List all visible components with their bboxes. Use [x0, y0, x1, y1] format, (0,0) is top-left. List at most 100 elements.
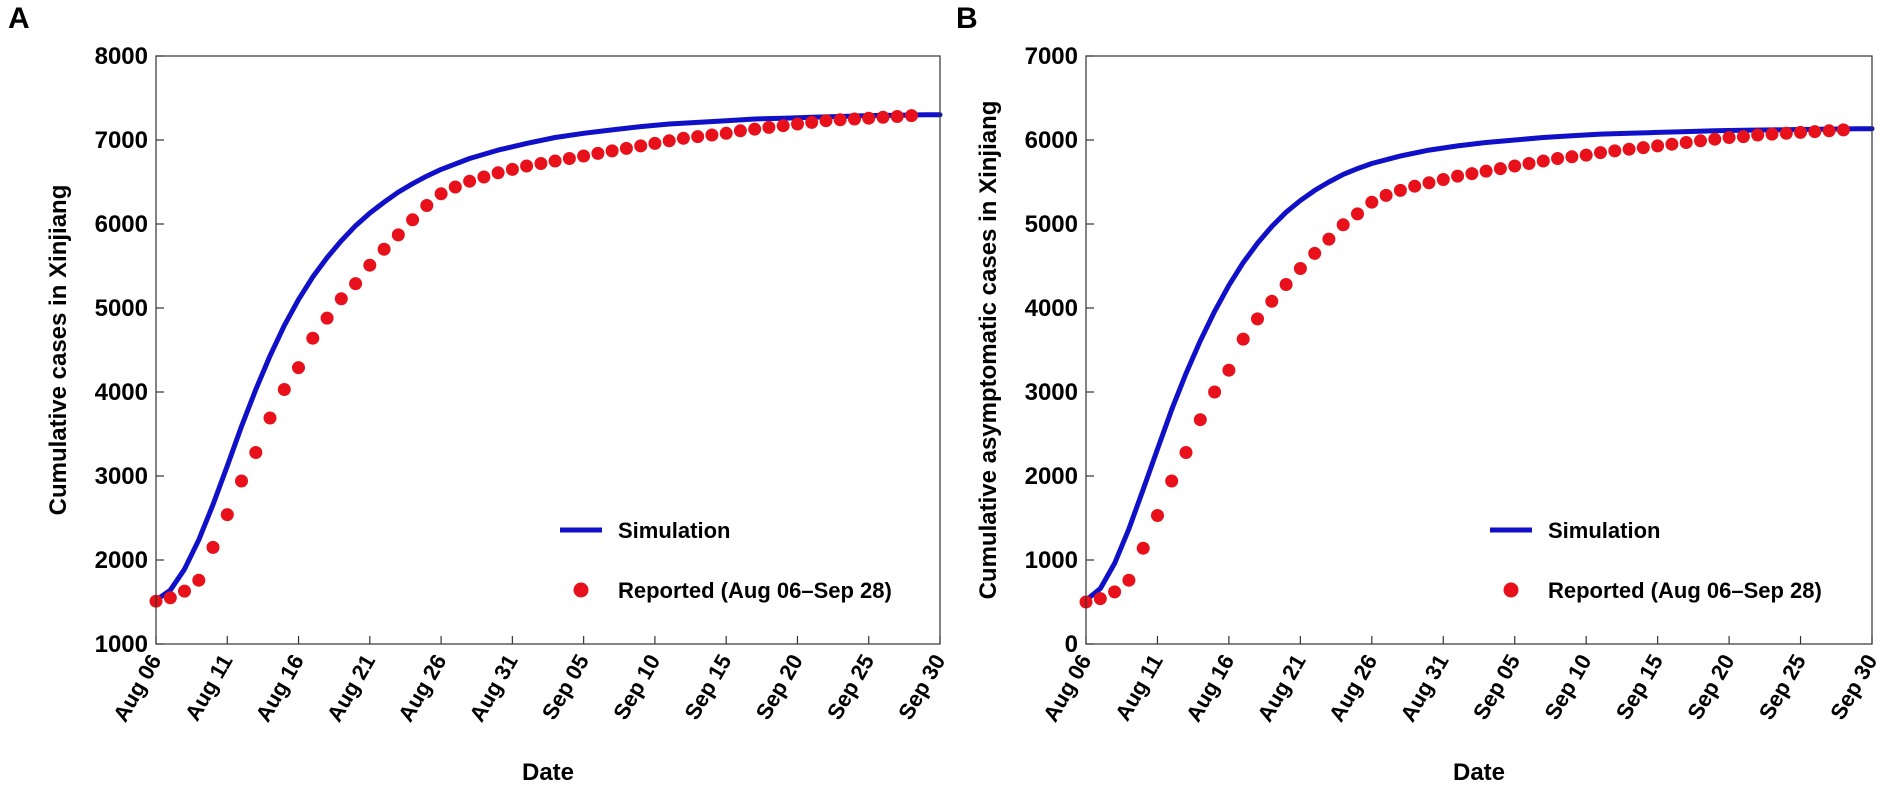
y-tick-label-b-3: 3000: [1025, 379, 1078, 406]
reported-point-a-42: [748, 122, 762, 136]
y-tick-label-a-0: 1000: [95, 631, 148, 658]
reported-point-b-3: [1122, 573, 1136, 587]
y-tick-label-b-5: 5000: [1025, 211, 1078, 238]
panel-letter-b: B: [956, 2, 978, 35]
reported-point-b-40: [1651, 139, 1665, 153]
reported-point-b-46: [1736, 130, 1750, 144]
simulation-line-a: [153, 112, 943, 603]
x-tick-label-a-3: Aug 21: [322, 650, 380, 726]
y-tick-label-b-2: 2000: [1025, 463, 1078, 490]
reported-point-b-50: [1794, 125, 1807, 139]
x-tick-label-a-5: Aug 31: [464, 650, 522, 726]
reported-point-b-29: [1493, 162, 1507, 176]
y-axis-title-b: Cumulative asymptomatic cases in Xinjian…: [975, 101, 1002, 600]
reported-point-b-2: [1108, 585, 1122, 599]
reported-point-b-45: [1722, 131, 1736, 144]
reported-point-a-39: [705, 128, 719, 142]
reported-point-a-13: [334, 292, 348, 306]
reported-point-a-14: [349, 277, 363, 291]
reported-point-a-32: [605, 144, 619, 158]
reported-point-b-16: [1308, 246, 1322, 260]
legend-marker-reported-a: [573, 582, 589, 598]
reported-point-b-43: [1694, 134, 1707, 148]
reported-point-a-28: [548, 154, 562, 168]
x-tick-label-a-7: Sep 10: [608, 650, 665, 724]
y-tick-label-a-6: 7000: [95, 127, 148, 154]
reported-point-b-8: [1193, 413, 1207, 427]
reported-point-b-44: [1708, 132, 1722, 146]
reported-point-a-17: [391, 228, 405, 242]
reported-point-a-41: [733, 124, 747, 138]
y-tick-label-a-3: 4000: [95, 379, 148, 406]
reported-point-b-25: [1436, 173, 1450, 186]
reported-point-a-1: [163, 591, 177, 605]
reported-point-a-36: [662, 134, 676, 148]
x-tick-label-a-9: Sep 20: [751, 650, 808, 724]
legend-label-reported-a: Reported (Aug 06–Sep 28): [618, 578, 892, 603]
reported-point-a-8: [263, 411, 277, 425]
y-tick-label-b-1: 1000: [1025, 547, 1078, 574]
x-tick-label-b-8: Sep 15: [1611, 650, 1668, 724]
reported-point-b-15: [1293, 262, 1307, 275]
x-tick-label-b-0: Aug 06: [1038, 650, 1096, 726]
reported-point-a-4: [206, 540, 220, 554]
reported-point-a-18: [406, 213, 420, 227]
reported-point-a-7: [249, 446, 263, 459]
reported-point-b-26: [1451, 169, 1465, 183]
reported-point-b-51: [1808, 125, 1822, 139]
reported-point-a-47: [819, 114, 833, 128]
y-tick-label-a-4: 5000: [95, 295, 148, 322]
reported-point-b-53: [1836, 123, 1850, 137]
x-tick-label-b-3: Aug 21: [1252, 650, 1310, 726]
reported-point-a-45: [791, 117, 804, 131]
reported-point-b-6: [1165, 474, 1179, 488]
y-tick-label-a-5: 6000: [95, 211, 148, 238]
reported-point-b-17: [1322, 232, 1336, 246]
x-tick-label-b-1: Aug 11: [1110, 650, 1168, 725]
reported-point-a-16: [377, 242, 391, 256]
legend-label-simulation-a: Simulation: [618, 518, 730, 543]
x-tick-label-b-4: Aug 26: [1324, 650, 1382, 726]
reported-point-a-46: [805, 115, 819, 129]
reported-point-b-18: [1336, 218, 1350, 232]
legend-marker-reported-b: [1503, 582, 1519, 598]
legend-a: Simulation Reported (Aug 06–Sep 28): [560, 518, 892, 603]
reported-point-b-36: [1594, 146, 1607, 160]
reported-point-a-10: [292, 361, 305, 375]
y-tick-label-b-4: 4000: [1025, 295, 1078, 322]
reported-point-b-1: [1093, 592, 1107, 606]
x-tick-label-b-5: Aug 31: [1395, 650, 1453, 726]
reported-point-b-21: [1379, 188, 1393, 202]
y-tick-label-b-7: 7000: [1025, 43, 1078, 70]
chart-panel-a: A 1000 2000 3000 4000 5000 6000 7000 8000 Aug 06…: [8, 2, 950, 786]
x-tick-label-a-8: Sep 15: [679, 650, 736, 724]
y-tick-label-a-1: 2000: [95, 547, 148, 574]
reported-point-a-12: [320, 311, 334, 325]
reported-point-b-14: [1279, 278, 1293, 291]
x-axis-title-a: Date: [522, 759, 574, 786]
y-tick-label-a-7: 8000: [95, 43, 148, 70]
x-tick-label-b-2: Aug 16: [1181, 650, 1239, 726]
reported-point-a-48: [833, 113, 847, 127]
x-tick-label-b-6: Sep 05: [1468, 650, 1525, 724]
reported-point-a-2: [178, 584, 191, 598]
reported-point-a-6: [235, 474, 248, 488]
reported-point-a-25: [505, 162, 519, 176]
x-tick-label-a-2: Aug 16: [251, 650, 309, 726]
y-tick-label-b-0: 0: [1065, 631, 1078, 658]
reported-point-a-52: [890, 110, 904, 123]
reported-point-b-24: [1422, 176, 1436, 190]
reported-point-b-12: [1251, 312, 1264, 326]
reported-point-a-50: [862, 111, 876, 125]
reported-point-b-19: [1351, 207, 1364, 221]
legend-label-reported-b: Reported (Aug 06–Sep 28): [1548, 578, 1822, 603]
reported-point-a-38: [691, 130, 705, 144]
x-tick-label-a-10: Sep 25: [822, 650, 879, 724]
reported-point-a-23: [477, 170, 491, 184]
plot-frame-a: [155, 55, 941, 645]
reported-point-b-10: [1222, 363, 1236, 377]
reported-point-a-30: [577, 149, 591, 163]
reported-point-a-43: [762, 120, 776, 134]
reported-point-b-20: [1365, 195, 1379, 209]
